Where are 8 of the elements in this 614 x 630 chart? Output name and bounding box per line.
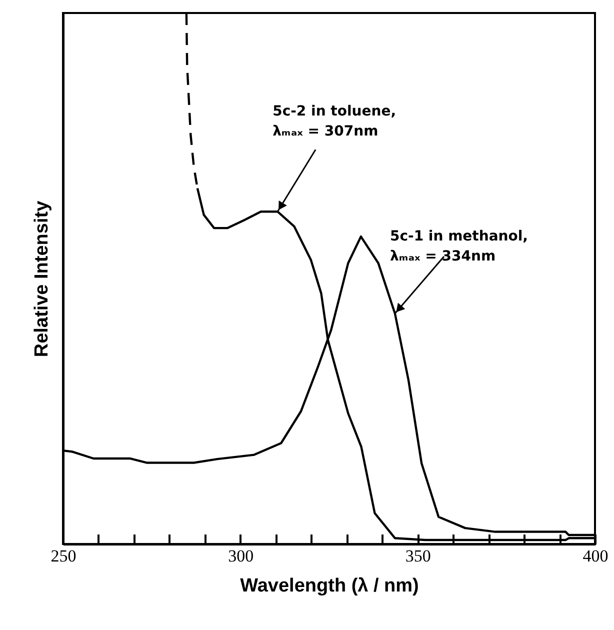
annotation: 5c-2 in toluene, λₘₐₓ = 307nm bbox=[272, 104, 396, 140]
x-axis-title: Wavelength (λ / nm) bbox=[240, 576, 419, 596]
annotation: 5c-1 in methanol, λₘₐₓ = 334nm bbox=[390, 228, 528, 265]
y-axis-title: Relative Intensity bbox=[32, 200, 52, 358]
x-tick-label: 250 bbox=[50, 546, 76, 566]
x-tick-label: 300 bbox=[228, 546, 254, 566]
x-tick-label: 400 bbox=[582, 546, 608, 566]
x-tick-label: 350 bbox=[405, 546, 431, 566]
